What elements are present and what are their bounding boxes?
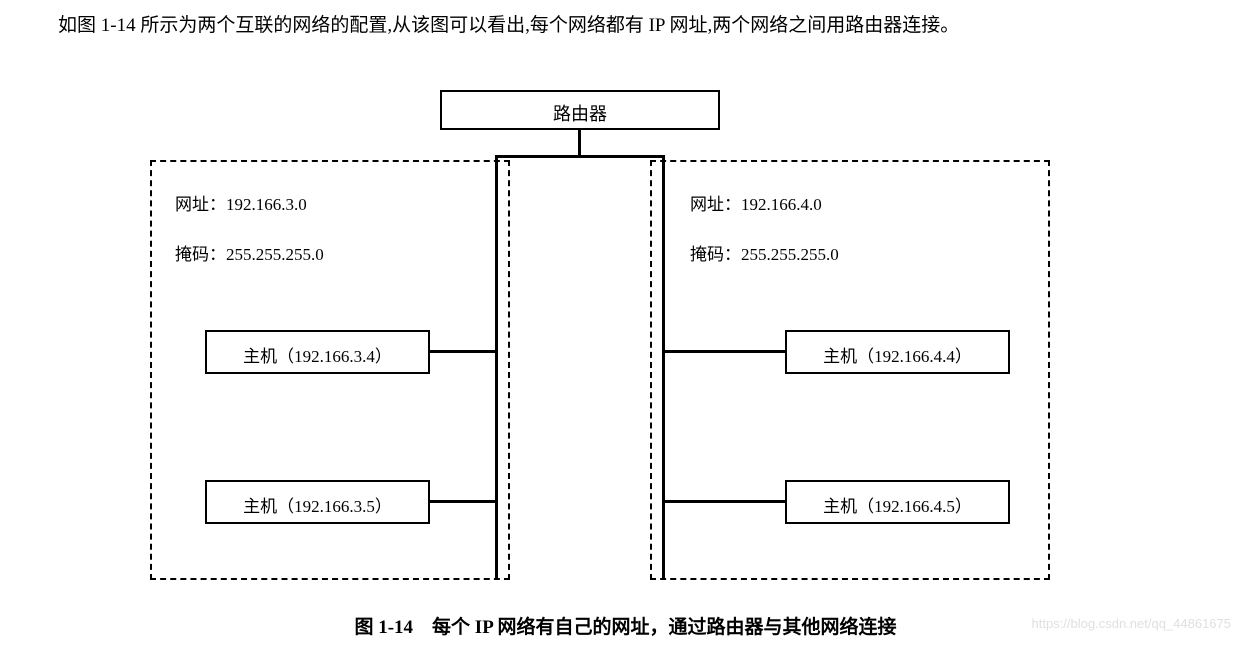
mask-value-text: 255.255.255.0 bbox=[226, 245, 324, 264]
left-host-1: 主机（192.166.3.4） bbox=[205, 330, 430, 374]
watermark-text: https://blog.csdn.net/qq_44861675 bbox=[1032, 616, 1232, 631]
right-addr-label: 网址：192.166.4.0 bbox=[690, 190, 822, 215]
left-host-2: 主机（192.166.3.5） bbox=[205, 480, 430, 524]
conn-left-host-2 bbox=[430, 500, 495, 503]
right-mask-label: 掩码：255.255.255.0 bbox=[690, 240, 839, 265]
addr-label-text: 网址： bbox=[175, 195, 226, 214]
right-host-2: 主机（192.166.4.5） bbox=[785, 480, 1010, 524]
mask-label-text: 掩码： bbox=[175, 245, 226, 264]
conn-right-host-1 bbox=[665, 350, 785, 353]
addr-value-text: 192.166.4.0 bbox=[741, 195, 822, 214]
mask-label-text: 掩码： bbox=[690, 245, 741, 264]
top-horizontal-bus bbox=[495, 155, 665, 158]
left-addr-label: 网址：192.166.3.0 bbox=[175, 190, 307, 215]
right-host-1: 主机（192.166.4.4） bbox=[785, 330, 1010, 374]
network-diagram: 路由器 网址：192.166.3.0 掩码：255.255.255.0 网址：1… bbox=[150, 90, 1110, 590]
conn-right-host-2 bbox=[665, 500, 785, 503]
router-down-line bbox=[578, 130, 581, 155]
router-box: 路由器 bbox=[440, 90, 720, 130]
addr-value-text: 192.166.3.0 bbox=[226, 195, 307, 214]
mask-value-text: 255.255.255.0 bbox=[741, 245, 839, 264]
intro-paragraph: 如图 1-14 所示为两个互联的网络的配置,从该图可以看出,每个网络都有 IP … bbox=[20, 8, 1231, 44]
addr-label-text: 网址： bbox=[690, 195, 741, 214]
left-mask-label: 掩码：255.255.255.0 bbox=[175, 240, 324, 265]
conn-left-host-1 bbox=[430, 350, 495, 353]
